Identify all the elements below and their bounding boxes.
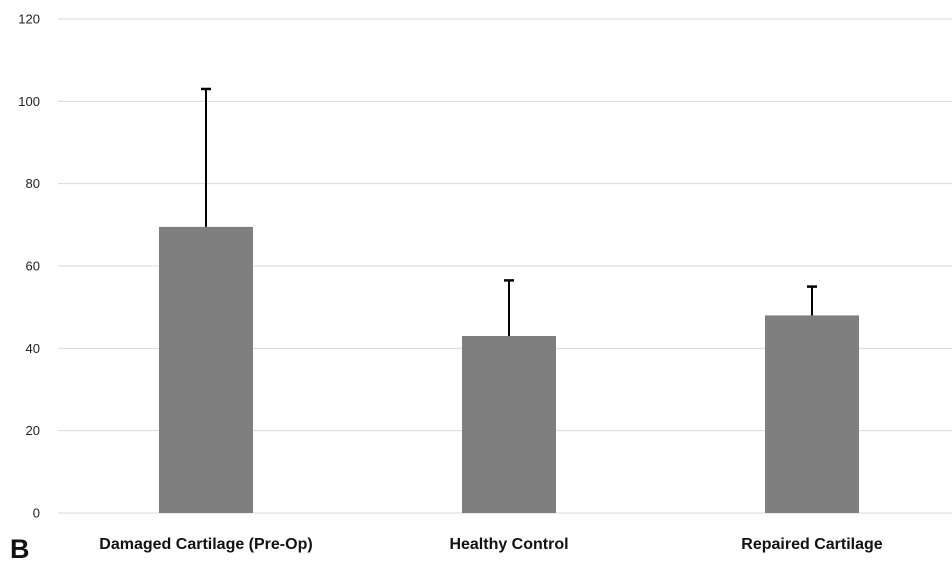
y-tick-label: 60 (26, 259, 40, 274)
y-tick-label: 120 (18, 12, 40, 27)
bar (159, 226, 253, 513)
y-tick-label: 0 (33, 506, 40, 521)
x-category-label: Damaged Cartilage (Pre-Op) (99, 536, 312, 553)
panel-label: B (10, 534, 30, 564)
bar (765, 315, 859, 513)
y-tick-label: 20 (26, 423, 40, 438)
x-category-label: Repaired Cartilage (741, 536, 882, 553)
y-tick-label: 100 (18, 94, 40, 109)
y-tick-label: 40 (26, 341, 40, 356)
bar (462, 335, 556, 513)
y-tick-label: 80 (26, 176, 40, 191)
x-category-label: Healthy Control (449, 536, 568, 553)
